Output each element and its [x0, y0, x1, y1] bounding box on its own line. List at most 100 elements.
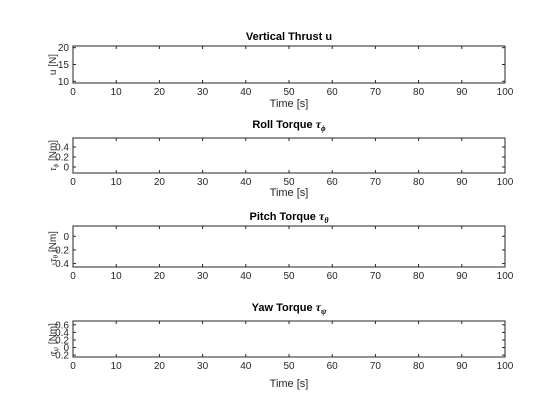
- chart-title-subscript: ψ: [321, 307, 327, 316]
- y-axis-label-symbol: τ: [48, 351, 59, 355]
- x-tick-label: 30: [197, 271, 209, 282]
- chart-title-text: Roll Torque: [252, 119, 315, 131]
- x-axis-label: Time [s]: [270, 378, 309, 390]
- y-axis-label-unit: [Nm]: [48, 323, 59, 347]
- y-axis-label-unit: [Nm]: [48, 231, 59, 255]
- y-tick-label: -0.2: [52, 351, 70, 362]
- x-tick-label: 10: [111, 361, 123, 372]
- axes-box: [72, 45, 506, 84]
- x-tick-label: 20: [154, 271, 166, 282]
- ticks: [72, 46, 506, 83]
- chart-title: Pitch Torque τθ: [250, 209, 330, 225]
- x-tick-label: 40: [240, 87, 252, 98]
- x-tick-label: 50: [283, 271, 295, 282]
- x-tick-label: 10: [111, 177, 123, 188]
- axes-box: [72, 320, 506, 358]
- y-tick-label: 0: [63, 163, 69, 174]
- x-tick-label: 100: [497, 361, 514, 372]
- x-tick-label: 0: [70, 177, 76, 188]
- chart-panel-3: 0 10 20 30 40 50 60 70 80 90 100 -0.4 -0.2 0 Pitch Tor…: [48, 209, 514, 282]
- y-axis-label: τθ [Nm]: [48, 231, 60, 262]
- ticks: [72, 226, 506, 267]
- x-tick-label: 10: [111, 87, 123, 98]
- x-axis-label: Time [s]: [270, 187, 309, 199]
- x-tick-label: 10: [111, 271, 123, 282]
- y-axis-label-subscript: ψ: [52, 346, 60, 351]
- chart-title: Yaw Torque τψ: [252, 300, 327, 316]
- x-tick-label: 90: [456, 361, 468, 372]
- x-tick-label: 100: [497, 271, 514, 282]
- y-tick-label: 0.4: [55, 328, 69, 339]
- x-tick-label: 100: [497, 87, 514, 98]
- chart-title: Vertical Thrust u: [246, 31, 332, 43]
- axes-box: [72, 225, 506, 268]
- chart-title-text: Yaw Torque: [252, 302, 316, 314]
- x-tick-label: 100: [497, 177, 514, 188]
- chart-title-symbol: τ: [316, 300, 322, 314]
- chart-title: Roll Torque τϕ: [252, 117, 326, 133]
- x-tick-label: 20: [154, 87, 166, 98]
- ticks: [72, 321, 506, 357]
- y-axis-label: τψ [Nm]: [48, 323, 60, 355]
- x-tick-label: 90: [456, 177, 468, 188]
- x-tick-label: 0: [70, 361, 76, 372]
- x-tick-label: 30: [197, 361, 209, 372]
- x-tick-label: 70: [370, 271, 382, 282]
- y-axis-label-subscript: ϕ: [52, 163, 60, 167]
- y-tick-label: -0.4: [52, 259, 70, 270]
- y-axis-label: τϕ [Nm]: [48, 140, 60, 171]
- x-tick-label: 50: [283, 87, 295, 98]
- x-tick-label: 0: [70, 87, 76, 98]
- x-tick-label: 70: [370, 361, 382, 372]
- x-axis-label: Time [s]: [270, 98, 309, 110]
- x-tick-label: 0: [70, 271, 76, 282]
- chart-title-text: Pitch Torque: [250, 211, 319, 223]
- x-tick-label: 70: [370, 87, 382, 98]
- chart-title-text: Vertical Thrust u: [246, 31, 332, 43]
- x-tick-label: 50: [283, 177, 295, 188]
- x-tick-label: 70: [370, 177, 382, 188]
- x-tick-label: 80: [413, 361, 425, 372]
- y-tick-label: 20: [58, 43, 70, 54]
- x-tick-label: 50: [283, 361, 295, 372]
- y-tick-label: 0.2: [55, 153, 69, 164]
- x-tick-label: 30: [197, 87, 209, 98]
- x-tick-label: 60: [327, 361, 339, 372]
- y-tick-label: 10: [58, 77, 70, 88]
- y-axis-label-symbol: τ: [48, 258, 59, 262]
- y-tick-label: 15: [58, 60, 70, 71]
- chart-title-subscript: θ: [324, 216, 329, 225]
- y-tick-label: 0.4: [55, 143, 69, 154]
- y-axis-label-unit: [Nm]: [48, 140, 59, 164]
- y-axis-label: u [N]: [48, 54, 59, 75]
- x-tick-label: 90: [456, 87, 468, 98]
- x-tick-label: 40: [240, 361, 252, 372]
- y-tick-label: 0: [63, 232, 69, 243]
- chart-panel-4: 0 10 20 30 40 50 60 70 80 90 100-0.200.20.40.6Yaw …: [48, 300, 514, 390]
- y-tick-label: 0: [63, 343, 69, 354]
- x-tick-label: 90: [456, 271, 468, 282]
- chart-title-symbol: τ: [316, 117, 322, 131]
- y-axis-label-symbol: τ: [48, 167, 59, 171]
- y-tick-label: 0.2: [55, 335, 69, 346]
- x-tick-label: 20: [154, 361, 166, 372]
- ticks: [72, 138, 506, 173]
- x-tick-label: 30: [197, 177, 209, 188]
- chart-title-subscript: ϕ: [321, 124, 326, 133]
- x-tick-label: 60: [327, 271, 339, 282]
- y-tick-label: 0.6: [55, 320, 69, 331]
- y-axis-label-symbol: u: [48, 70, 59, 76]
- x-tick-label: 60: [327, 177, 339, 188]
- y-tick-label: -0.2: [52, 245, 70, 256]
- x-tick-label: 40: [240, 177, 252, 188]
- x-tick-label: 80: [413, 271, 425, 282]
- x-tick-label: 80: [413, 87, 425, 98]
- y-axis-label-subscript: θ: [52, 254, 60, 258]
- x-tick-label: 80: [413, 177, 425, 188]
- x-tick-label: 40: [240, 271, 252, 282]
- x-tick-label: 20: [154, 177, 166, 188]
- y-axis-label-unit: [N]: [48, 54, 59, 70]
